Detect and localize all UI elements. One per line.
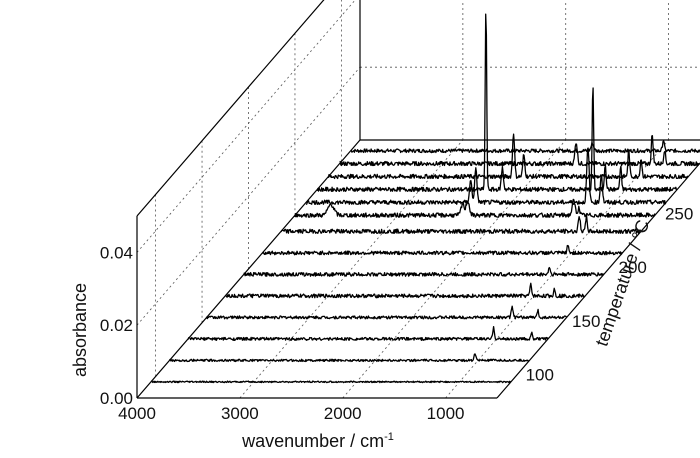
grid-line-floor	[239, 139, 464, 399]
frame-edge	[136, 139, 361, 399]
spectrum-trace	[187, 325, 549, 341]
frame-edge	[136, 0, 325, 217]
y-tick-label: 0.02	[100, 316, 133, 335]
spectrum-trace	[327, 133, 689, 180]
spectrum-trace	[316, 13, 678, 192]
grid-line-left-wall	[136, 66, 361, 326]
z-tick-label: 150	[572, 312, 600, 331]
grid-line-left-wall	[136, 0, 356, 253]
z-tick-label: 100	[526, 366, 554, 385]
x-tick-label: 2000	[324, 404, 362, 423]
spectrum-trace	[169, 353, 530, 363]
x-tick-label: 1000	[427, 404, 465, 423]
grid-line-floor	[445, 139, 669, 399]
spectrum-trace	[305, 147, 667, 205]
spectrum-trace	[294, 198, 656, 218]
spectrum-trace	[224, 282, 586, 299]
spectrum-trace	[206, 305, 567, 320]
spectrum-trace	[261, 244, 623, 256]
spectra-traces	[150, 13, 700, 384]
y-tick-label: 0.00	[100, 389, 133, 408]
axis-ticks: 4000 3000 2000 1000 0.00 0.02 0.04 100 150 200 250…	[100, 204, 693, 423]
x-axis-unit-superscript: -1	[384, 431, 394, 443]
y-axis-title: absorbance	[70, 283, 90, 377]
spectrum-trace	[280, 214, 642, 234]
spectrum-trace	[150, 380, 512, 384]
grid-line-floor	[342, 139, 567, 399]
x-tick-label: 3000	[221, 404, 259, 423]
spectrum-trace	[339, 135, 700, 167]
z-axis-title: temperature / °C	[591, 217, 653, 349]
z-tick-label: 200	[619, 258, 647, 277]
spectrum-trace	[243, 266, 604, 277]
x-axis-title: wavenumber / cm-1	[241, 431, 394, 451]
z-tick-label: 250	[665, 204, 693, 223]
frame-edge	[496, 162, 700, 399]
frame-and-grid	[136, 0, 700, 399]
spectrum-trace	[350, 140, 700, 154]
y-tick-label: 0.04	[100, 243, 133, 262]
x-tick-label: 4000	[118, 404, 156, 423]
